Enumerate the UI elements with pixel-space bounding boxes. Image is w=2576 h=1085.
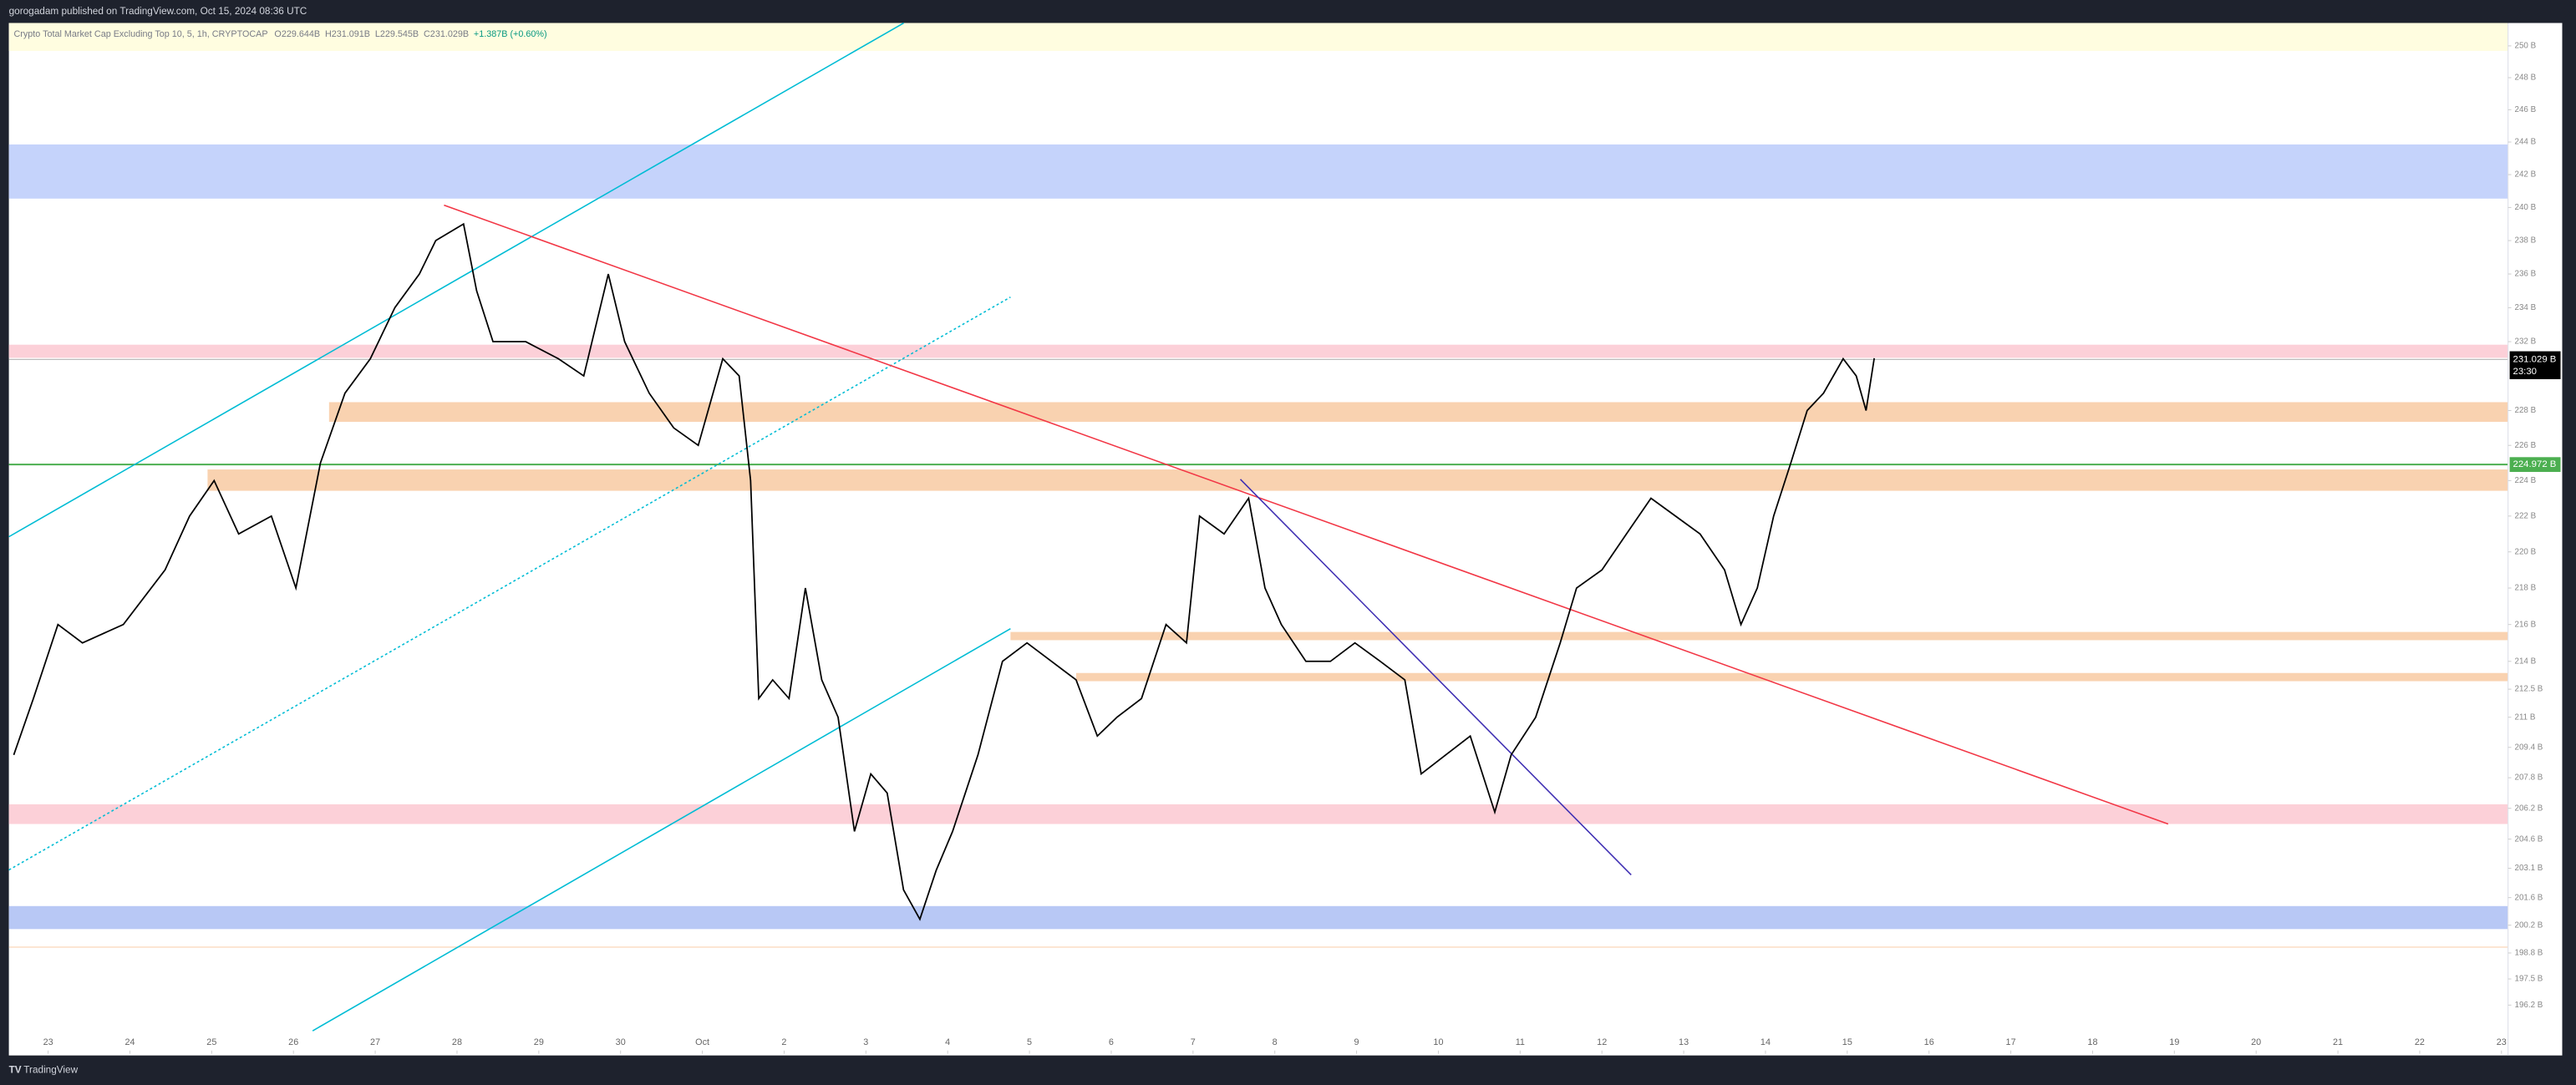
zone-orange — [328, 402, 2508, 423]
x-tick-label: 23 — [43, 1037, 53, 1047]
x-tick-label: 16 — [1924, 1037, 1934, 1047]
x-tick-label: 19 — [2169, 1037, 2179, 1047]
x-tick-label: 23 — [2497, 1037, 2507, 1047]
x-tick-label: 27 — [370, 1037, 380, 1047]
y-tick-label: 211 B — [2515, 712, 2536, 722]
x-tick-label: 24 — [124, 1037, 135, 1047]
trend-line — [444, 204, 2169, 825]
y-tick-label: 250 B — [2515, 42, 2537, 51]
y-tick-label: 222 B — [2515, 511, 2537, 520]
x-tick-label: 13 — [1679, 1037, 1689, 1047]
y-tick-label: 228 B — [2515, 406, 2537, 415]
x-tick-label: 3 — [863, 1037, 868, 1047]
price-tag — [2509, 457, 2561, 472]
x-tick-label: 26 — [288, 1037, 298, 1047]
x-axis: 23 24 25 26 27 28 29 30 Oct 2 3 4 5 6 7 8 9 10 11 12 13 14 15 1… — [43, 1037, 2507, 1054]
x-tick-label: 7 — [1191, 1037, 1196, 1047]
x-tick-label: 30 — [616, 1037, 626, 1047]
y-tick-label: 200.2 B — [2515, 920, 2543, 930]
y-tick-label: 244 B — [2515, 138, 2537, 147]
y-tick-label: 236 B — [2515, 270, 2537, 279]
y-tick-label: 214 B — [2515, 657, 2537, 666]
price-line — [13, 222, 1875, 921]
ohlc-value: H231.091B — [325, 29, 370, 39]
price-tag-label: 231.029 B — [2513, 354, 2557, 364]
y-tick-label: 246 B — [2515, 105, 2537, 114]
price-tag-label: 224.972 B — [2513, 459, 2557, 469]
ohlc-value: C231.029B — [424, 29, 469, 39]
y-tick-label: 224 B — [2515, 476, 2537, 485]
marks — [13, 222, 1875, 921]
y-tick-label: 218 B — [2515, 584, 2537, 593]
y-tick-label: 242 B — [2515, 170, 2537, 180]
x-tick-label: 11 — [1516, 1037, 1525, 1047]
zone-pink — [8, 344, 2508, 358]
y-tick-label: 204.6 B — [2515, 834, 2543, 844]
x-tick-label: 12 — [1597, 1037, 1607, 1047]
zone-pink — [8, 804, 2508, 824]
x-tick-label: 22 — [2415, 1037, 2425, 1047]
x-tick-label: 25 — [206, 1037, 216, 1047]
ohlc-value: L229.545B — [375, 29, 419, 39]
y-tick-label: 240 B — [2515, 203, 2537, 212]
footer-brand: TradingView — [23, 1064, 78, 1075]
y-tick-label: 197.5 B — [2515, 975, 2543, 984]
x-tick-label: 2 — [781, 1037, 786, 1047]
zone-orange — [207, 469, 2508, 491]
y-tick-label: 198.8 B — [2515, 949, 2543, 958]
y-tick-label: 232 B — [2515, 337, 2537, 347]
y-tick-label: 226 B — [2515, 441, 2537, 450]
x-tick-label: 15 — [1842, 1037, 1852, 1047]
y-tick-label: 212.5 B — [2515, 685, 2543, 694]
zone-blue — [8, 905, 2508, 930]
y-tick-label: 196.2 B — [2515, 1001, 2543, 1010]
x-tick-label: 18 — [2087, 1037, 2097, 1047]
x-tick-label: 21 — [2333, 1037, 2343, 1047]
ohlc: O229.644B H231.091B L229.545B C231.029B +1.3… — [274, 29, 546, 39]
x-tick-label: 14 — [1761, 1037, 1771, 1047]
trend-line — [8, 297, 1011, 871]
x-tick-label: 29 — [534, 1037, 544, 1047]
zone-orange — [1010, 631, 2508, 641]
header-title: gorogadam published on TradingView.com, … — [9, 6, 307, 17]
y-tick-label: 234 B — [2515, 303, 2537, 312]
zone-blue — [8, 144, 2508, 199]
y-axis: 250 B 248 B 246 B 244 B 242 B 240 B 238 B 236 B… — [2507, 42, 2543, 1010]
x-tick-label: 5 — [1027, 1037, 1032, 1047]
x-tick-label: 8 — [1273, 1037, 1278, 1047]
trend-line — [8, 22, 905, 538]
x-tick-label: 20 — [2251, 1037, 2261, 1047]
x-tick-label: 9 — [1354, 1037, 1359, 1047]
y-tick-label: 207.8 B — [2515, 773, 2543, 783]
y-tick-label: 248 B — [2515, 74, 2537, 83]
ohlc-value: +1.387B (+0.60%) — [474, 29, 547, 39]
zone-yellow — [8, 23, 2508, 51]
y-tick-label: 209.4 B — [2515, 743, 2543, 752]
y-tick-label: 216 B — [2515, 620, 2537, 629]
x-tick-label: 4 — [945, 1037, 950, 1047]
footer-logo: TV — [9, 1064, 22, 1075]
x-tick-label: 28 — [452, 1037, 462, 1047]
y-tick-label: 220 B — [2515, 547, 2537, 556]
x-tick-label: 10 — [1433, 1037, 1443, 1047]
trend-line — [312, 627, 1011, 1032]
zone-orange — [1075, 672, 2508, 682]
y-tick-label: 203.1 B — [2515, 864, 2543, 873]
x-tick-label: 6 — [1109, 1037, 1114, 1047]
y-tick-label: 206.2 B — [2515, 804, 2543, 813]
trend-line — [1239, 479, 1632, 876]
legend-title: Crypto Total Market Cap Excluding Top 10… — [14, 29, 268, 39]
y-tick-label: 238 B — [2515, 236, 2537, 246]
price-tag — [2509, 351, 2561, 379]
y-tick-label: 201.6 B — [2515, 893, 2543, 902]
x-tick-label: Oct — [695, 1037, 709, 1047]
x-tick-label: 17 — [2006, 1037, 2016, 1047]
price-tag-time: 23:30 — [2513, 367, 2537, 377]
ohlc-value: O229.644B — [274, 29, 320, 39]
